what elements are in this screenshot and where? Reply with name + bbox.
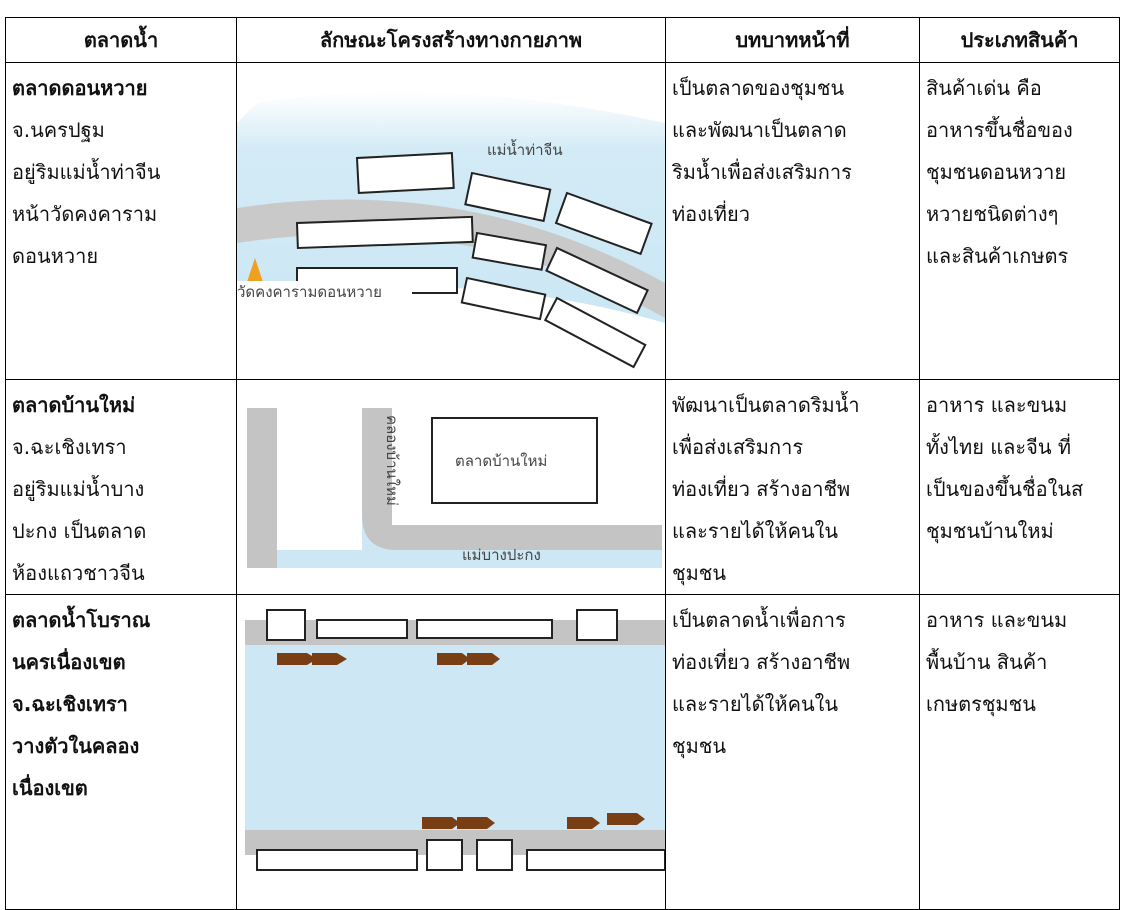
diagram	[245, 609, 666, 871]
diagram-label: แม่น้ำท่าจีน	[487, 139, 563, 159]
text-line: ท่องเที่ยว สร้างอาชีพ	[672, 477, 851, 501]
text-line: ตลาดดอนหวาย	[12, 76, 148, 100]
header-cell: ประเภทสินค้า	[919, 17, 1120, 63]
cell: เป็นตลาดของชุมชนและพัฒนาเป็นตลาดริมน้ำเพ…	[665, 62, 920, 380]
diagram: แม่น้ำท่าจีน วัดคงคารามดอนหวาย	[237, 91, 665, 369]
land	[277, 408, 362, 550]
text-line: พัฒนาเป็นตลาดริมน้ำ	[672, 393, 860, 417]
text-line: ห้องแถวชาวจีน	[12, 561, 145, 585]
road	[247, 408, 277, 568]
header-cell: บทบาทหน้าที่	[665, 17, 920, 63]
text-line: นครเนื่องเขต	[12, 650, 126, 674]
text-line: และรายได้ให้คนใน	[672, 692, 839, 716]
text-line: เกษตรชุมชน	[926, 692, 1036, 716]
header-cell: ลักษณะโครงสร้างทางกายภาพ	[236, 17, 666, 63]
cell: ตลาดน้ำโบราณนครเนื่องเขตจ.ฉะเชิงเทราวางต…	[5, 594, 237, 910]
text-line: อาหาร และขนม	[926, 608, 1068, 632]
text-line: จ.ฉะเชิงเทรา	[12, 435, 127, 459]
cell: อาหาร และขนมทั้งไทย และจีน ที่เป็นของขึ้…	[919, 379, 1120, 595]
diagram-cell: คลองบ้านใหม่ ตลาดบ้านใหม่ แม่บางปะกง	[236, 379, 666, 595]
text-line: เพื่อส่งเสริมการ	[672, 435, 804, 459]
text-line: อยู่ริมแม่น้ำท่าจีน	[12, 160, 161, 184]
text-line: อาหารขึ้นชื่อของ	[926, 118, 1073, 142]
text-line: จ.ฉะเชิงเทรา	[12, 692, 128, 716]
cell: พัฒนาเป็นตลาดริมน้ำเพื่อส่งเสริมการท่องเ…	[665, 379, 920, 595]
diagram-label: วัดคงคารามดอนหวาย	[237, 283, 382, 301]
text-line: ท่องเที่ยว	[672, 202, 750, 226]
text-line: ชุมชน	[672, 561, 727, 585]
text-line: ตลาดน้ำโบราณ	[12, 608, 151, 632]
text-line: หวายชนิดต่างๆ	[926, 202, 1059, 226]
cell: ตลาดบ้านใหม่จ.ฉะเชิงเทราอยู่ริมแม่น้ำบาง…	[5, 379, 237, 595]
boats	[277, 653, 645, 829]
page: ตลาดน้ำ ลักษณะโครงสร้างทางกายภาพ บทบาทหน…	[5, 17, 1120, 910]
header-cell: ตลาดน้ำ	[5, 17, 237, 63]
text-line: หน้าวัดคงคาราม	[12, 202, 158, 226]
label-bg	[237, 281, 412, 303]
text-line: พื้นบ้าน สินค้า	[926, 650, 1048, 674]
text-line: และพัฒนาเป็นตลาด	[672, 118, 847, 142]
diagram-cell	[236, 594, 666, 910]
cell: อาหาร และขนมพื้นบ้าน สินค้าเกษตรชุมชน	[919, 594, 1120, 910]
text-line: วางตัวในคลอง	[12, 734, 140, 758]
cell: เป็นตลาดน้ำเพื่อการท่องเที่ยว สร้างอาชีพ…	[665, 594, 920, 910]
canal	[245, 630, 665, 845]
header-row: ตลาดน้ำ ลักษณะโครงสร้างทางกายภาพ บทบาทหน…	[5, 17, 1120, 63]
text-line: ปะกง เป็นตลาด	[12, 519, 147, 543]
text-line: ตลาดบ้านใหม่	[12, 393, 136, 417]
text-line: ท่องเที่ยว สร้างอาชีพ	[672, 650, 851, 674]
text-line: สินค้าเด่น คือ	[926, 76, 1042, 100]
text-line: อาหาร และขนม	[926, 393, 1068, 417]
stalls	[295, 151, 653, 369]
text-line: เป็นตลาดของชุมชน	[672, 76, 845, 100]
text-line: จ.นครปฐม	[12, 118, 105, 142]
market-table: ตลาดน้ำ ลักษณะโครงสร้างทางกายภาพ บทบาทหน…	[5, 17, 1120, 910]
table-row: ตลาดดอนหวายจ.นครปฐมอยู่ริมแม่น้ำท่าจีนหน…	[5, 62, 1120, 380]
text-line: ชุมชนดอนหวาย	[926, 160, 1067, 184]
temple	[245, 258, 265, 288]
cell: สินค้าเด่น คืออาหารขึ้นชื่อของชุมชนดอนหว…	[919, 62, 1120, 380]
text-line: เนื่องเขต	[12, 776, 88, 800]
diagram-label: คลองบ้านใหม่	[383, 415, 401, 506]
text-line: ชุมชน	[672, 734, 727, 758]
text-line: และสินค้าเกษตร	[926, 244, 1069, 268]
text-line: อยู่ริมแม่น้ำบาง	[12, 477, 145, 501]
diagram-label: ตลาดบ้านใหม่	[455, 452, 547, 470]
table-row: ตลาดน้ำโบราณนครเนื่องเขตจ.ฉะเชิงเทราวางต…	[5, 594, 1120, 910]
text-line: และรายได้ให้คนใน	[672, 519, 839, 543]
text-line: เป็นของขึ้นชื่อในส	[926, 477, 1084, 501]
text-line: ชุมชนบ้านใหม่	[926, 519, 1054, 543]
text-line: เป็นตลาดน้ำเพื่อการ	[672, 608, 846, 632]
diagram-label: แม่บางปะกง	[462, 546, 541, 564]
text-line: ทั้งไทย และจีน ที่	[926, 435, 1072, 459]
cell: ตลาดดอนหวายจ.นครปฐมอยู่ริมแม่น้ำท่าจีนหน…	[5, 62, 237, 380]
text-line: ริมน้ำเพื่อส่งเสริมการ	[672, 160, 852, 184]
text-line: ดอนหวาย	[12, 244, 99, 268]
diagram: คลองบ้านใหม่ ตลาดบ้านใหม่ แม่บางปะกง	[247, 408, 662, 568]
diagram-cell: แม่น้ำท่าจีน วัดคงคารามดอนหวาย	[236, 62, 666, 380]
market-box	[431, 417, 598, 504]
table-row: ตลาดบ้านใหม่ จ.ฉะเชิงเทรา อยู่ริมแม่น้ำบาง…	[5, 379, 1120, 595]
